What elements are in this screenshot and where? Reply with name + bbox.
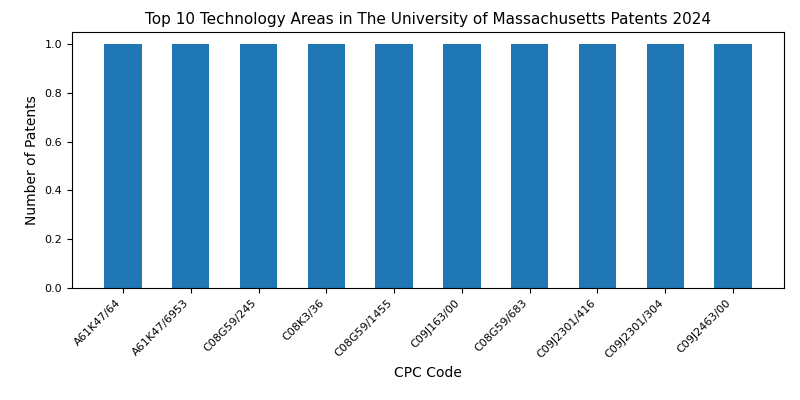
- Bar: [646, 44, 684, 288]
- Bar: [375, 44, 413, 288]
- Bar: [511, 44, 548, 288]
- Bar: [308, 44, 345, 288]
- Y-axis label: Number of Patents: Number of Patents: [25, 95, 39, 225]
- Bar: [579, 44, 616, 288]
- Title: Top 10 Technology Areas in The University of Massachusetts Patents 2024: Top 10 Technology Areas in The Universit…: [145, 12, 711, 27]
- Bar: [172, 44, 210, 288]
- X-axis label: CPC Code: CPC Code: [394, 366, 462, 380]
- Bar: [240, 44, 277, 288]
- Bar: [443, 44, 481, 288]
- Bar: [714, 44, 752, 288]
- Bar: [104, 44, 142, 288]
